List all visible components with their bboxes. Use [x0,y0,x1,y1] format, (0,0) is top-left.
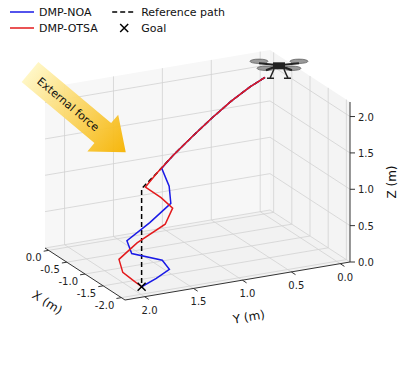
legend-swatch [10,11,34,13]
legend-item: DMP-OTSA [10,22,98,35]
x-tick [44,250,49,252]
drone-icon [250,59,308,78]
annotation: External force [34,75,101,134]
legend-swatch [120,24,128,32]
grid-line [291,64,292,224]
y-axis-line [125,262,350,300]
grid-line [270,65,350,117]
y-tick [242,280,246,283]
x-tick-label: -2.0 [95,300,115,311]
z-tick-label: 1.0 [358,184,374,195]
z-axis-title: Z (m) [385,165,399,198]
legend-label: DMP-NOA [39,6,92,19]
grid-line [162,228,242,280]
force-arrow-shape [15,54,142,171]
series-line [142,77,265,286]
grid-line [85,236,310,274]
z-tick-label: 2.0 [358,112,374,123]
drone-legs [267,69,291,78]
y-tick [291,272,295,275]
plot-marks [119,77,265,290]
z-axis-line [350,102,351,262]
y-tick-label: 0.0 [337,272,353,283]
x-tick [62,262,67,264]
grid-line [162,68,163,228]
grid-line [346,100,347,260]
grid-line [273,52,274,212]
x-axis-title: X (m) [29,288,64,318]
force-arrow: External force [15,54,142,171]
z-tick [350,189,355,190]
drone-body [273,62,285,69]
z-tick-label: 1.5 [358,148,374,159]
x-tick-label: 0.0 [26,252,42,263]
x-tick [116,297,121,299]
x-tick-label: -1.5 [77,288,97,299]
grid-line [45,137,270,175]
legend-label: DMP-OTSA [39,22,98,35]
legend-item: Goal [120,22,166,35]
legend-swatch [112,11,136,13]
legend-label: Goal [141,22,166,35]
grid-line [328,88,329,248]
y-tick [193,288,197,291]
panes [45,50,350,300]
grid-line [113,76,114,236]
axes: 0.0-0.5-1.0-1.5-2.02.01.51.00.50.00.00.5… [26,102,399,327]
x-tick [80,274,85,276]
right-wall-pane [270,50,350,262]
grid-line [45,174,270,212]
grid-line [260,212,340,264]
y-tick-label: 1.5 [191,296,207,307]
goal-marker [138,283,146,291]
legend-item: DMP-NOA [10,6,92,19]
z-tick [350,152,355,153]
grid [45,52,350,298]
legend-item: Reference path [112,6,225,19]
z-tick [350,116,355,117]
z-tick [350,262,355,263]
drone-rotor [250,59,268,63]
grid-line [211,220,291,272]
legend: DMP-NOA DMP-OTSA Reference path Goal [10,6,225,35]
drone-rotor [290,59,308,63]
x-tick-label: -1.0 [58,276,78,287]
x-tick-label: -0.5 [40,264,60,275]
series-line [119,77,265,286]
legend-label: Reference path [141,6,225,19]
grid-line [49,212,274,250]
x-tick [98,285,103,287]
y-tick [340,264,344,267]
grid-line [310,76,311,236]
legend-swatch [10,27,34,29]
y-tick-label: 2.0 [142,305,158,316]
z-tick-label: 0.5 [358,221,374,232]
z-tick [350,225,355,226]
y-tick-label: 1.0 [239,288,255,299]
y-axis-title: Y (m) [231,307,266,326]
grid-line [67,224,292,262]
y-tick [145,297,149,300]
chart: 0.0-0.5-1.0-1.5-2.02.01.51.00.50.00.00.5… [0,0,415,375]
y-tick-label: 0.5 [288,280,304,291]
grid-line [260,52,261,212]
z-tick-label: 0.0 [358,257,374,268]
series-line [127,77,265,286]
grid-line [211,60,212,220]
